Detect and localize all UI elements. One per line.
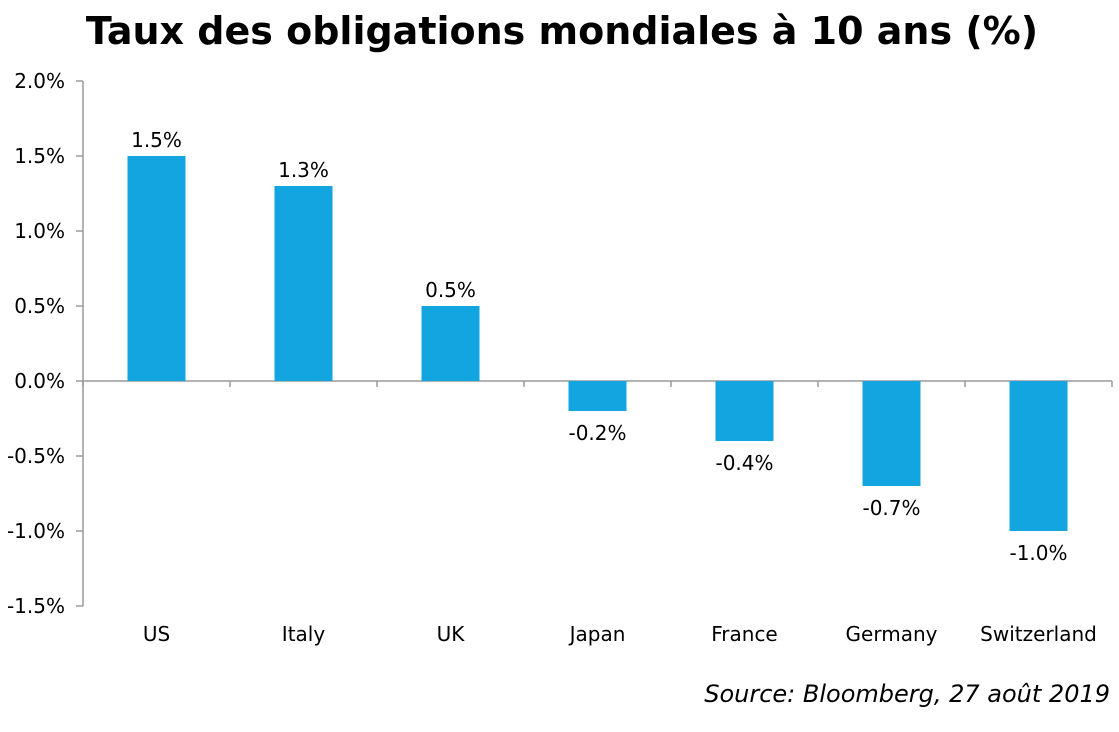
data-label: 1.3%	[278, 158, 329, 182]
bar-france	[715, 381, 774, 441]
y-tick-label: 2.0%	[14, 69, 65, 93]
x-category-label: France	[711, 622, 778, 646]
y-tick-label: 1.0%	[14, 219, 65, 243]
chart-source: Source: Bloomberg, 27 août 2019	[704, 680, 1110, 708]
x-category-label: Switzerland	[980, 622, 1097, 646]
bar-uk	[421, 306, 480, 381]
bar-switzerland	[1009, 381, 1068, 531]
data-label: 0.5%	[425, 278, 476, 302]
y-tick-label: 1.5%	[14, 144, 65, 168]
y-tick-label: -1.0%	[7, 519, 65, 543]
x-category-label: Germany	[846, 622, 938, 646]
data-label: -0.7%	[862, 496, 920, 520]
data-label: -0.2%	[568, 421, 626, 445]
y-tick-label: 0.5%	[14, 294, 65, 318]
y-tick-label: -1.5%	[7, 594, 65, 618]
bar-japan	[568, 381, 627, 411]
y-tick-label: -0.5%	[7, 444, 65, 468]
data-label: -1.0%	[1009, 541, 1067, 565]
chart-title: Taux des obligations mondiales à 10 ans …	[86, 9, 1038, 53]
x-category-label: Japan	[568, 622, 626, 646]
data-label: -0.4%	[715, 451, 773, 475]
x-category-label: Italy	[282, 622, 326, 646]
y-tick-label: 0.0%	[14, 369, 65, 393]
data-label: 1.5%	[131, 128, 182, 152]
labels: 1.5% US 1.3% Italy 0.5% UK -0.2% Japan -0.4% Fran…	[131, 128, 1097, 646]
bars	[127, 156, 1068, 531]
x-category-label: UK	[437, 622, 466, 646]
x-category-label: US	[143, 622, 170, 646]
bar-us	[127, 156, 186, 381]
bar-germany	[862, 381, 921, 486]
bar-italy	[274, 186, 333, 381]
